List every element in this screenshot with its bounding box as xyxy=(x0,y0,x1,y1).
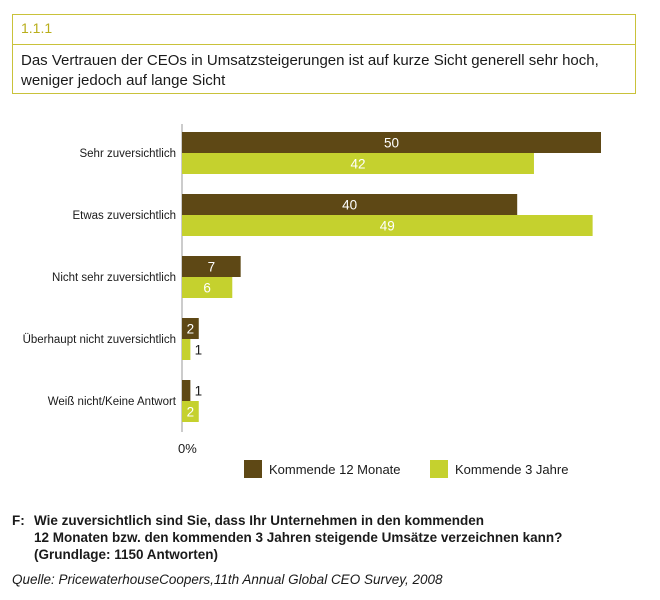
bar-12-monate xyxy=(182,132,601,153)
data-label: 50 xyxy=(384,136,399,151)
category-label: Überhaupt nicht zuversichtlich xyxy=(23,334,176,346)
data-label: 2 xyxy=(187,405,195,420)
category-label: Nicht sehr zuversichtlich xyxy=(52,272,176,284)
legend-label: Kommende 12 Monate xyxy=(269,462,401,477)
data-label: 42 xyxy=(350,157,365,172)
legend-swatch-12-monate xyxy=(244,460,262,478)
footnote-line-3: (Grundlage: 1150 Antworten) xyxy=(34,547,219,562)
bar-12-monate xyxy=(182,194,518,215)
bar-12-monate xyxy=(182,380,191,401)
legend-label: Kommende 3 Jahre xyxy=(455,462,568,477)
header-box: 1.1.1 Das Vertrauen der CEOs in Umsatzst… xyxy=(12,14,636,94)
chart-title: Das Vertrauen der CEOs in Umsatzsteigeru… xyxy=(21,52,599,89)
data-label: 7 xyxy=(208,260,216,275)
data-label: 1 xyxy=(195,343,203,358)
footnote-line-1: Wie zuversichtlich sind Sie, dass Ihr Un… xyxy=(34,513,484,528)
header-divider xyxy=(13,44,635,45)
bar-12-monate xyxy=(182,256,241,277)
bar-chart: Sehr zuversichtlich 50 42 Etwas zuversichtl… xyxy=(23,124,601,478)
data-label: 40 xyxy=(342,198,357,213)
footnote-line-2: 12 Monaten bzw. den kommenden 3 Jahren s… xyxy=(34,530,563,545)
bar-12-monate xyxy=(182,318,199,339)
footnote: F: Wie zuversichtlich sind Sie, dass Ihr … xyxy=(12,512,642,563)
category-label: Etwas zuversichtlich xyxy=(72,210,176,222)
section-number: 1.1.1 xyxy=(21,20,53,36)
data-label: 2 xyxy=(187,322,195,337)
x-axis-zero-label: 0% xyxy=(178,441,197,456)
bar-3-jahre xyxy=(182,339,191,360)
footnote-prefix: F: xyxy=(12,513,25,528)
category-label: Weiß nicht/Keine Antwort xyxy=(48,396,177,408)
bar-3-jahre xyxy=(182,215,593,236)
legend-swatch-3-jahre xyxy=(430,460,448,478)
bar-3-jahre xyxy=(182,153,534,174)
data-label: 49 xyxy=(380,219,395,234)
data-label: 1 xyxy=(195,384,203,399)
source-note: Quelle: PricewaterhouseCoopers,11th Annu… xyxy=(12,572,443,587)
bar-3-jahre xyxy=(182,401,199,422)
bar-3-jahre xyxy=(182,277,233,298)
category-label: Sehr zuversichtlich xyxy=(79,148,176,160)
data-label: 6 xyxy=(203,281,211,296)
